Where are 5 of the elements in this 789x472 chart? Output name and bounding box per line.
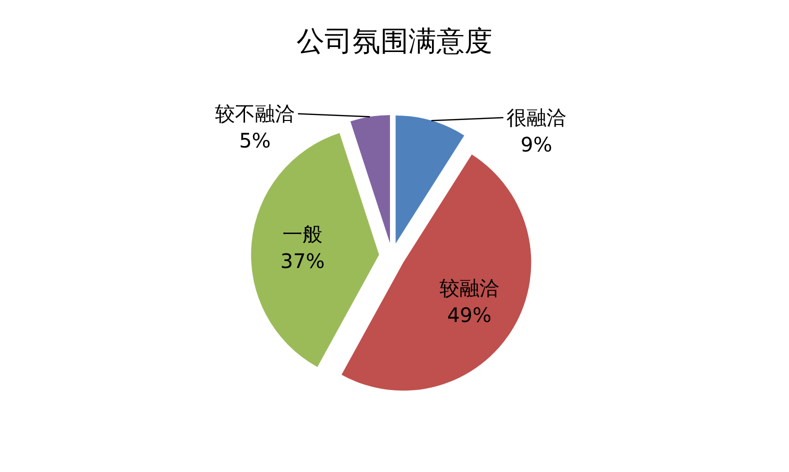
title: 公司氛围满意度 [296, 24, 492, 58]
data-label: 5% [239, 128, 271, 153]
slice-label: 较不融洽 [214, 102, 295, 126]
slice-label: 很融洽 [506, 106, 566, 130]
data-label: 9% [520, 132, 552, 157]
